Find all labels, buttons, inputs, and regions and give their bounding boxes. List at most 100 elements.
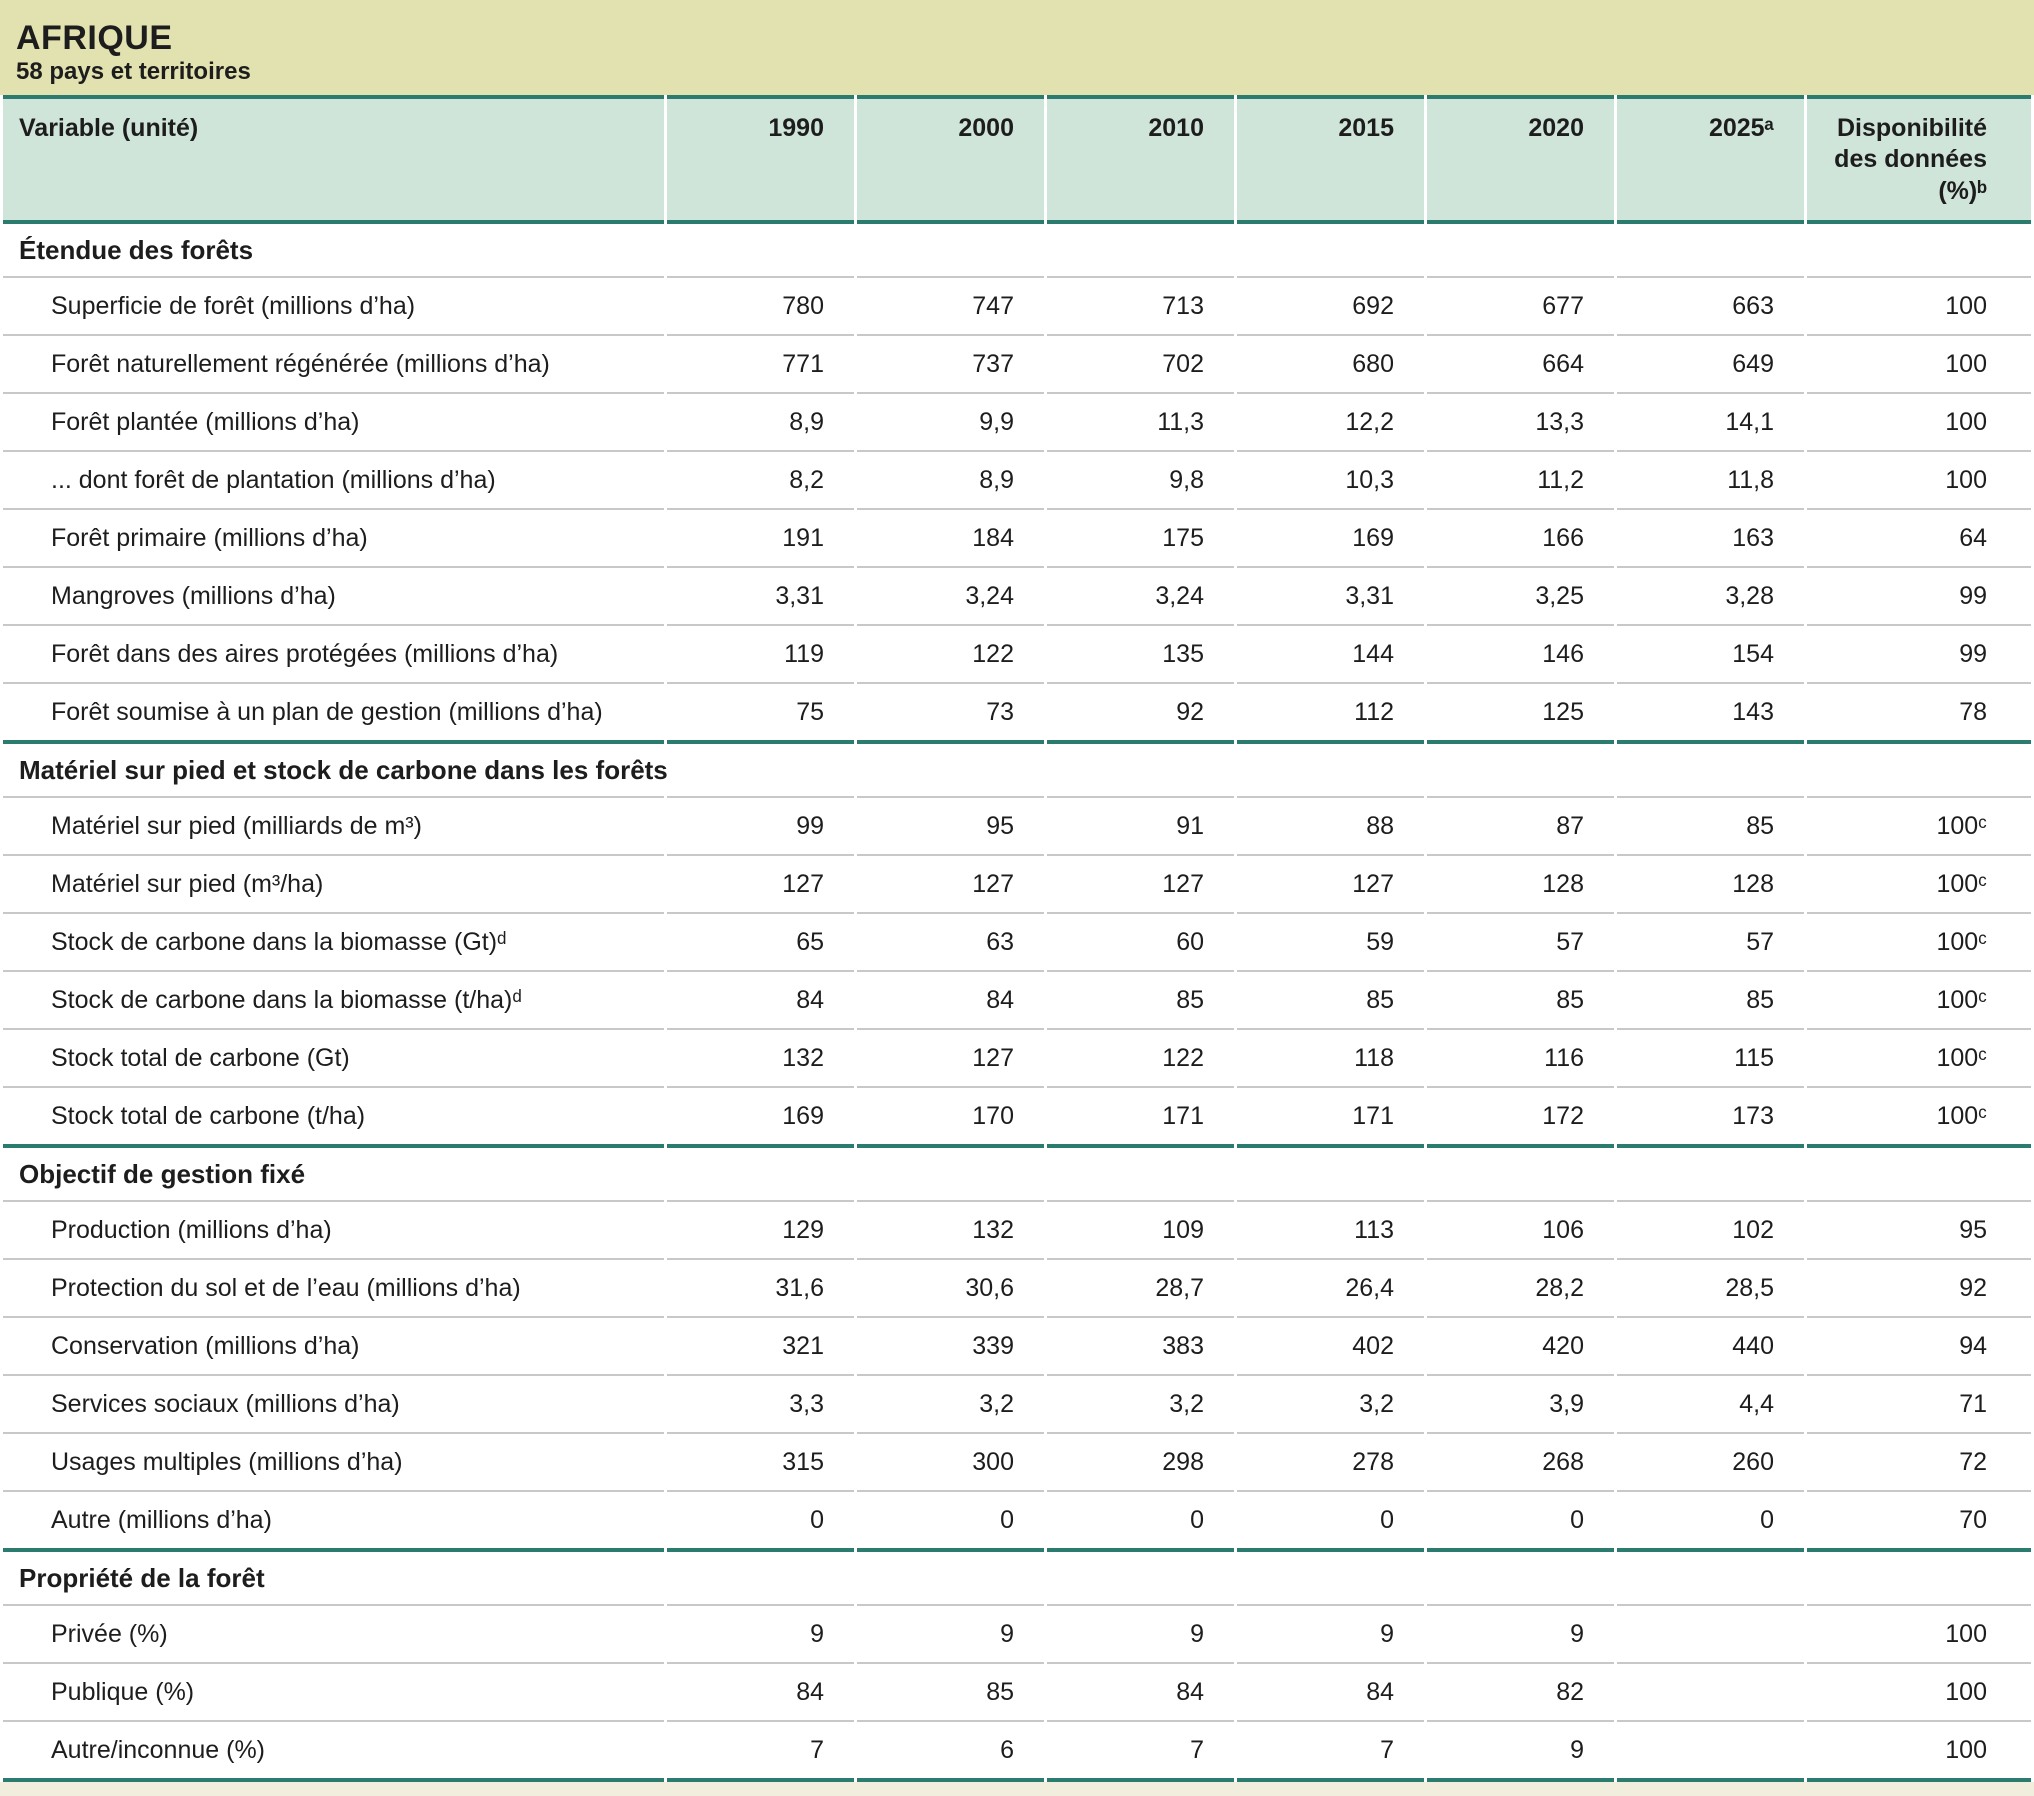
value-cell: 3,2 bbox=[1237, 1374, 1424, 1432]
page-subtitle: 58 pays et territoires bbox=[16, 57, 251, 85]
table-row: Protection du sol et de l’eau (millions … bbox=[3, 1258, 2031, 1316]
value-cell: 3,31 bbox=[1237, 566, 1424, 624]
value-cell: 3,2 bbox=[1047, 1374, 1234, 1432]
value-cell: 383 bbox=[1047, 1316, 1234, 1374]
variable-cell: Conservation (millions d’ha) bbox=[3, 1316, 664, 1374]
column-header-2015: 2015 bbox=[1237, 95, 1424, 220]
variable-cell: Matériel sur pied (milliards de m³) bbox=[3, 796, 664, 854]
table-row: Privée (%) 9 9 9 9 9 100 bbox=[3, 1604, 2031, 1662]
table-row: Forêt primaire (millions d’ha) 191 184 175 1… bbox=[3, 508, 2031, 566]
value-cell: 122 bbox=[1047, 1028, 1234, 1086]
value-cell: 99 bbox=[667, 796, 854, 854]
value-cell: 191 bbox=[667, 508, 854, 566]
table-row: Forêt plantée (millions d’ha) 8,9 9,9 11,3 1… bbox=[3, 392, 2031, 450]
value-cell: 95 bbox=[857, 796, 1044, 854]
value-cell: 9 bbox=[857, 1604, 1044, 1662]
value-cell: 84 bbox=[667, 1662, 854, 1720]
value-cell: 11,8 bbox=[1617, 450, 1804, 508]
value-cell: 402 bbox=[1237, 1316, 1424, 1374]
value-cell: 649 bbox=[1617, 334, 1804, 392]
value-cell: 85 bbox=[1237, 970, 1424, 1028]
value-cell: 713 bbox=[1047, 276, 1234, 334]
forest-statistics-table: Variable (unité) 1990 2000 2010 2015 202… bbox=[0, 95, 2034, 1782]
value-cell: 132 bbox=[667, 1028, 854, 1086]
variable-cell: Stock de carbone dans la biomasse (Gt)ᵈ bbox=[3, 912, 664, 970]
section-header-row: Matériel sur pied et stock de carbone da… bbox=[3, 740, 2031, 796]
section-empty-cell bbox=[667, 1144, 854, 1200]
value-cell: 7 bbox=[1047, 1720, 1234, 1782]
value-cell: 31,6 bbox=[667, 1258, 854, 1316]
variable-cell: Autre (millions d’ha) bbox=[3, 1490, 664, 1548]
table-row: Forêt naturellement régénérée (millions … bbox=[3, 334, 2031, 392]
value-cell: 737 bbox=[857, 334, 1044, 392]
value-cell: 175 bbox=[1047, 508, 1234, 566]
table-row: Superficie de forêt (millions d’ha) 780 74… bbox=[3, 276, 2031, 334]
section-empty-cell bbox=[1237, 1144, 1424, 1200]
value-cell: 9 bbox=[1427, 1604, 1614, 1662]
section-empty-cell bbox=[1237, 220, 1424, 276]
value-cell: 60 bbox=[1047, 912, 1234, 970]
value-cell: 85 bbox=[1047, 970, 1234, 1028]
value-cell: 339 bbox=[857, 1316, 1044, 1374]
table-row: Mangroves (millions d’ha) 3,31 3,24 3,24 3,3… bbox=[3, 566, 2031, 624]
section-empty-cell bbox=[1807, 220, 2031, 276]
value-cell: 14,1 bbox=[1617, 392, 1804, 450]
value-cell: 0 bbox=[1047, 1490, 1234, 1548]
table-row: Matériel sur pied (m³/ha) 127 127 127 127 128… bbox=[3, 854, 2031, 912]
value-cell: 3,24 bbox=[1047, 566, 1234, 624]
value-cell: 13,3 bbox=[1427, 392, 1614, 450]
value-cell: 28,2 bbox=[1427, 1258, 1614, 1316]
availability-cell: 100 bbox=[1807, 450, 2031, 508]
value-cell: 59 bbox=[1237, 912, 1424, 970]
table-header-row: Variable (unité) 1990 2000 2010 2015 202… bbox=[3, 95, 2031, 220]
value-cell: 65 bbox=[667, 912, 854, 970]
value-cell: 171 bbox=[1237, 1086, 1424, 1144]
bottom-strip bbox=[0, 1782, 2034, 1796]
value-cell: 129 bbox=[667, 1200, 854, 1258]
availability-cell: 100ᶜ bbox=[1807, 970, 2031, 1028]
value-cell: 12,2 bbox=[1237, 392, 1424, 450]
value-cell: 8,9 bbox=[667, 392, 854, 450]
section-empty-cell bbox=[1807, 740, 2031, 796]
value-cell: 3,24 bbox=[857, 566, 1044, 624]
value-cell: 63 bbox=[857, 912, 1044, 970]
value-cell bbox=[1617, 1720, 1804, 1782]
table-row: Publique (%) 84 85 84 84 82 100 bbox=[3, 1662, 2031, 1720]
value-cell: 146 bbox=[1427, 624, 1614, 682]
value-cell: 102 bbox=[1617, 1200, 1804, 1258]
value-cell: 9 bbox=[1047, 1604, 1234, 1662]
table-row: Forêt soumise à un plan de gestion (mill… bbox=[3, 682, 2031, 740]
value-cell: 440 bbox=[1617, 1316, 1804, 1374]
variable-cell: Forêt naturellement régénérée (millions … bbox=[3, 334, 664, 392]
value-cell: 680 bbox=[1237, 334, 1424, 392]
availability-cell: 64 bbox=[1807, 508, 2031, 566]
variable-cell: Matériel sur pied (m³/ha) bbox=[3, 854, 664, 912]
value-cell: 106 bbox=[1427, 1200, 1614, 1258]
value-cell: 173 bbox=[1617, 1086, 1804, 1144]
value-cell: 154 bbox=[1617, 624, 1804, 682]
value-cell: 0 bbox=[857, 1490, 1044, 1548]
value-cell: 8,2 bbox=[667, 450, 854, 508]
value-cell: 85 bbox=[1427, 970, 1614, 1028]
value-cell: 122 bbox=[857, 624, 1044, 682]
section-empty-cell bbox=[857, 220, 1044, 276]
section-empty-cell bbox=[1427, 1144, 1614, 1200]
value-cell: 144 bbox=[1237, 624, 1424, 682]
value-cell: 84 bbox=[667, 970, 854, 1028]
column-header-2025: 2025ᵃ bbox=[1617, 95, 1804, 220]
value-cell: 84 bbox=[1237, 1662, 1424, 1720]
availability-cell: 100ᶜ bbox=[1807, 1028, 2031, 1086]
value-cell: 109 bbox=[1047, 1200, 1234, 1258]
value-cell: 169 bbox=[667, 1086, 854, 1144]
value-cell: 113 bbox=[1237, 1200, 1424, 1258]
availability-cell: 99 bbox=[1807, 624, 2031, 682]
variable-cell: Forêt dans des aires protégées (millions… bbox=[3, 624, 664, 682]
value-cell: 84 bbox=[857, 970, 1044, 1028]
variable-cell: Publique (%) bbox=[3, 1662, 664, 1720]
value-cell: 127 bbox=[667, 854, 854, 912]
value-cell: 702 bbox=[1047, 334, 1234, 392]
availability-cell: 95 bbox=[1807, 1200, 2031, 1258]
variable-cell: Forêt soumise à un plan de gestion (mill… bbox=[3, 682, 664, 740]
availability-cell: 100 bbox=[1807, 276, 2031, 334]
column-header-availability: Disponibilité des données (%)ᵇ bbox=[1807, 95, 2031, 220]
